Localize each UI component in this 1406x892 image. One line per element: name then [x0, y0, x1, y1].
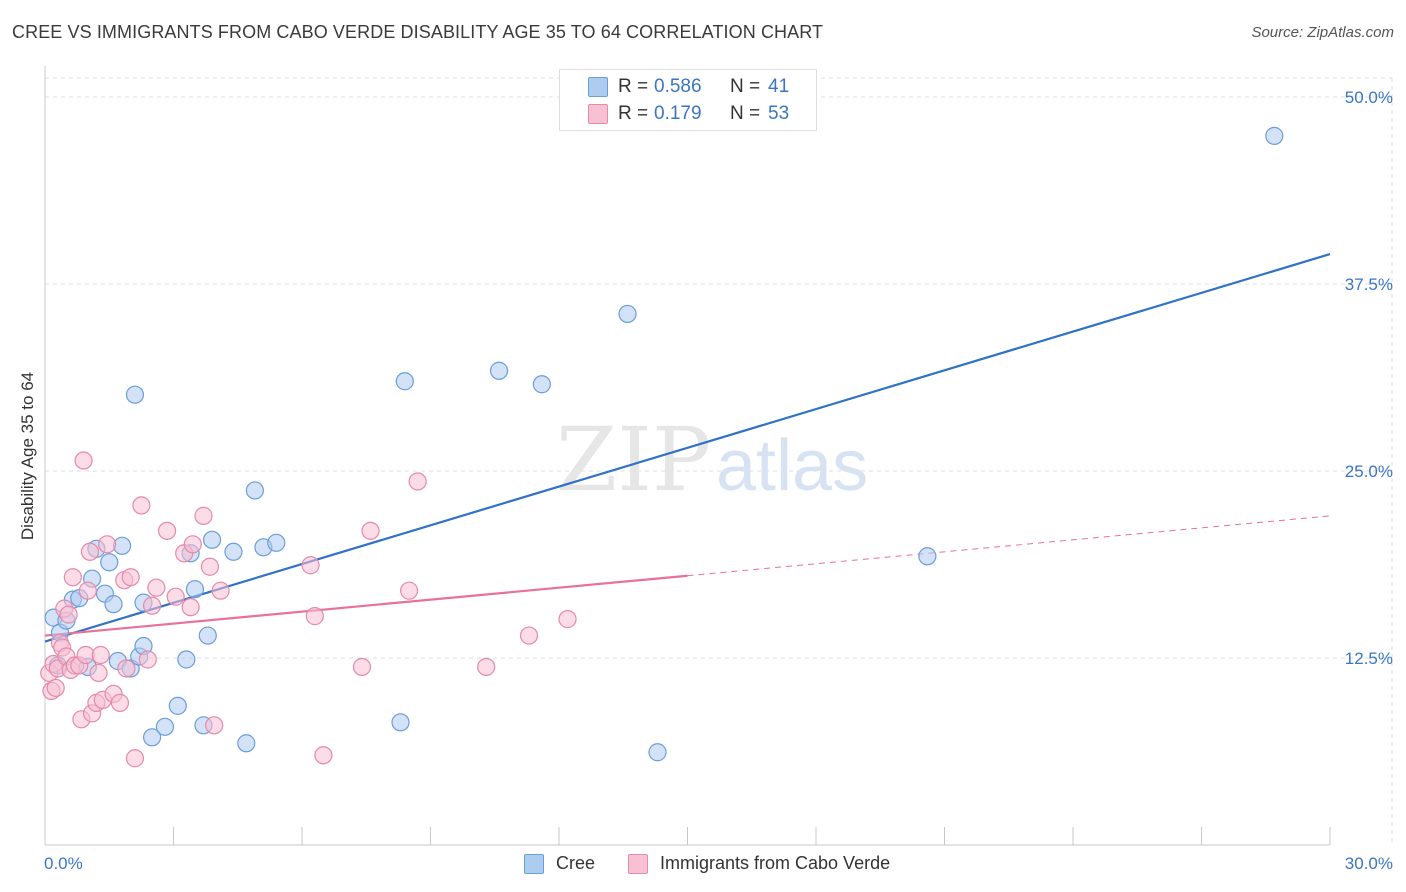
y-tick-label: 37.5%	[1345, 275, 1393, 294]
n-value: 41	[768, 76, 790, 97]
cree-point	[104, 595, 123, 614]
cree-point	[395, 372, 414, 391]
cabo-verde-point	[117, 659, 136, 678]
watermark-atlas: atlas	[716, 426, 868, 506]
cabo-verde-point	[408, 472, 427, 491]
chart-title: CREE VS IMMIGRANTS FROM CABO VERDE DISAB…	[12, 22, 824, 42]
cree-point	[100, 553, 119, 572]
r-label: R =	[618, 76, 649, 97]
bottom-legend-swatch-cabo-verde	[628, 854, 648, 874]
cree-point	[391, 713, 410, 732]
cabo-verde-point	[46, 678, 65, 698]
y-tick-label: 12.5%	[1345, 649, 1393, 668]
cree-point	[112, 536, 132, 555]
cabo-verde-point	[305, 607, 324, 626]
cabo-verde-point	[399, 581, 419, 600]
cabo-verde-point	[361, 521, 380, 540]
cabo-verde-point	[132, 496, 151, 515]
cree-point	[177, 650, 196, 669]
y-tick-label: 50.0%	[1345, 88, 1393, 107]
cabo-verde-point	[138, 650, 157, 669]
cree-point	[532, 375, 551, 394]
axes	[44, 66, 1331, 846]
x-tick-label: 0.0%	[44, 854, 83, 873]
legend-swatch-cabo-verde	[588, 104, 608, 124]
stats-legend: R = 0.586 N = 41 R = 0.179 N = 53	[559, 69, 817, 131]
cree-point	[125, 385, 145, 404]
legend-row-cree: R = 0.586 N = 41	[560, 74, 816, 100]
cree-point	[202, 530, 222, 549]
legend-row-cabo-verde: R = 0.179 N = 53	[560, 101, 816, 127]
trend-line-extension	[687, 515, 1331, 577]
cabo-verde-point	[63, 568, 82, 587]
legend-swatch-cree	[588, 77, 608, 97]
bottom-legend-swatch-cree	[524, 854, 544, 874]
cree-point	[618, 304, 637, 324]
cabo-verde-point	[98, 535, 117, 554]
cabo-verde-point	[181, 598, 200, 617]
cree-point	[142, 728, 162, 747]
cabo-verde-point	[314, 746, 333, 765]
cabo-verde-point	[477, 657, 496, 677]
cree-point	[267, 533, 286, 552]
cabo-verde-point	[142, 596, 162, 615]
cree-point	[648, 743, 667, 762]
trend-lines	[44, 253, 1331, 643]
cabo-verde-point	[301, 556, 320, 575]
tick-labels: 12.5% 25.0% 37.5% 50.0% 0.0% 30.0%	[44, 88, 1393, 873]
cabo-verde-point	[200, 557, 220, 576]
cabo-verde-point	[352, 657, 372, 677]
cree-point	[198, 626, 217, 645]
cree-point	[918, 547, 937, 566]
r-value: 0.586	[654, 76, 702, 97]
cabo-verde-point	[91, 645, 110, 665]
cree-point	[155, 717, 175, 736]
cabo-verde-point	[59, 605, 78, 624]
r-value: 0.179	[654, 103, 702, 124]
trend-line	[44, 574, 688, 637]
y-tick-label: 25.0%	[1345, 462, 1393, 481]
n-value: 53	[768, 103, 790, 124]
source-label: Source: ZipAtlas.com	[1251, 24, 1394, 41]
cabo-verde-point	[166, 587, 185, 606]
watermark-zip: ZIP	[556, 408, 711, 511]
cabo-verde-point	[147, 578, 166, 597]
cabo-verde-point	[519, 626, 539, 645]
cree-point	[168, 696, 187, 715]
cree-point	[224, 542, 243, 561]
bottom-legend-label: Immigrants from Cabo Verde	[660, 853, 891, 873]
cree-point	[185, 580, 205, 599]
cabo-verde-point	[194, 506, 213, 525]
n-label: N =	[730, 103, 761, 124]
r-label: R =	[618, 103, 649, 124]
cabo-verde-point	[183, 535, 202, 554]
cree-point	[245, 481, 264, 500]
cabo-verde-point	[110, 693, 130, 712]
cabo-verde-point	[205, 716, 224, 735]
bottom-legend-label: Cree	[556, 853, 596, 873]
cree-point	[489, 361, 509, 380]
y-axis-label: Disability Age 35 to 64	[18, 371, 37, 541]
cabo-verde-point	[78, 581, 97, 600]
cabo-verde-point	[125, 749, 145, 768]
x-tick-label: 30.0%	[1345, 854, 1393, 873]
trend-line	[44, 253, 1331, 643]
cabo-verde-point	[74, 451, 93, 470]
n-label: N =	[730, 76, 761, 97]
cabo-verde-point	[121, 568, 140, 587]
cabo-verde-point	[157, 521, 177, 540]
cabo-verde-point	[89, 663, 108, 683]
cabo-verde-point	[211, 581, 230, 600]
cree-point	[237, 734, 256, 753]
data-points	[40, 126, 1284, 768]
cabo-verde-point	[80, 542, 100, 561]
cree-point	[1265, 126, 1284, 145]
cabo-verde-point	[558, 610, 577, 629]
